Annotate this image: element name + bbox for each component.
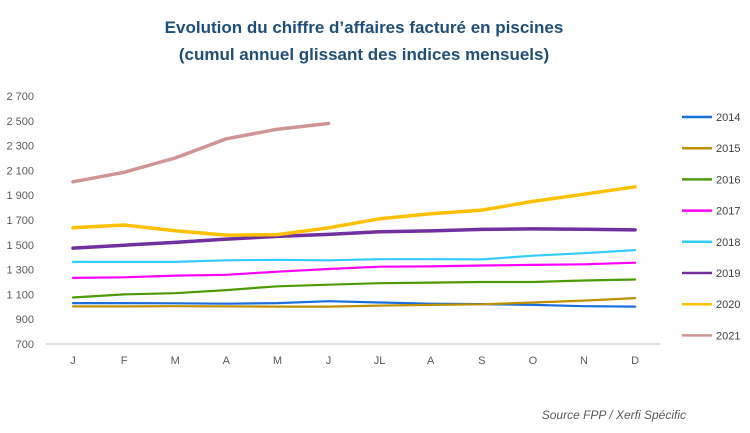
series-line-2021 (71, 121, 331, 184)
legend-label: 2014 (716, 112, 740, 124)
legend-label: 2020 (716, 299, 740, 311)
x-tick-label: S (478, 355, 485, 367)
y-tick-label: 1 500 (6, 240, 34, 252)
x-tick-label: A (427, 355, 435, 367)
x-axis: J F M A M J JL A S O N D (70, 355, 639, 367)
y-tick-label: 2 500 (6, 116, 34, 128)
y-tick-label: 1 900 (6, 190, 34, 202)
y-tick-label: 2 100 (6, 165, 34, 177)
x-tick-label: M (171, 355, 180, 367)
legend-label: 2021 (716, 330, 740, 342)
x-tick-label: J (70, 355, 76, 367)
x-tick-label: M (273, 355, 282, 367)
series-line-2015 (71, 297, 637, 308)
x-tick-label: D (631, 355, 639, 367)
legend-label: 2015 (716, 143, 740, 155)
series-line-2020 (71, 185, 637, 237)
x-tick-label: O (529, 355, 538, 367)
legend: 2014 2015 2016 2017 2018 2019 2020 2021 (682, 112, 740, 342)
legend-label: 2016 (716, 174, 740, 186)
x-tick-label: N (580, 355, 588, 367)
y-axis: 700 900 1 100 1 300 1 500 1 700 1 900 2 100 2 30… (6, 91, 34, 351)
series-layer (71, 121, 637, 308)
x-tick-label: A (223, 355, 231, 367)
series-line-2019 (71, 227, 637, 250)
source-note: Source FPP / Xerfi Spécific (542, 408, 686, 422)
y-tick-label: 1 100 (6, 289, 34, 301)
series-line-2014 (71, 300, 637, 308)
series-line-2017 (71, 261, 637, 279)
legend-label: 2018 (716, 237, 740, 249)
y-tick-label: 2 300 (6, 141, 34, 153)
y-tick-label: 900 (16, 314, 34, 326)
y-tick-label: 2 700 (6, 91, 34, 103)
legend-label: 2017 (716, 206, 740, 218)
chart-subtitle: (cumul annuel glissant des indices mensu… (179, 45, 549, 64)
series-line-2016 (71, 278, 637, 299)
series-line-2018 (71, 249, 637, 263)
x-tick-label: JL (374, 355, 386, 367)
legend-label: 2019 (716, 268, 740, 280)
y-tick-label: 1 700 (6, 215, 34, 227)
x-tick-label: J (326, 355, 332, 367)
y-tick-label: 700 (16, 339, 34, 351)
chart-title: Evolution du chiffre d’affaires facturé … (165, 18, 564, 37)
x-tick-label: F (121, 355, 128, 367)
y-tick-label: 1 300 (6, 265, 34, 277)
